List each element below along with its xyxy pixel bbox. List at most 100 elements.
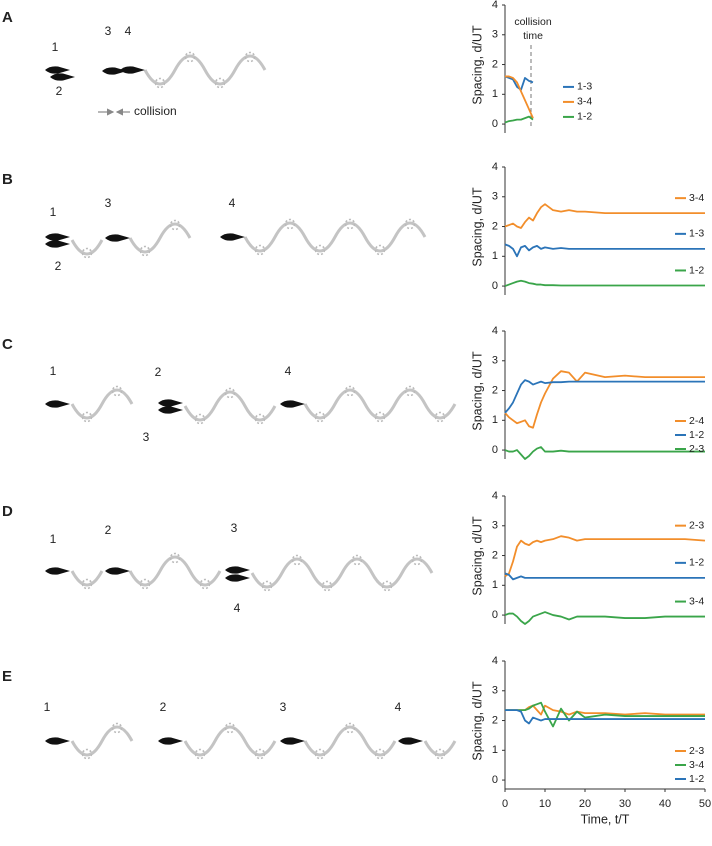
panel-letter: A: [2, 9, 13, 26]
wake: [70, 239, 104, 256]
x-tick-label: 30: [619, 798, 631, 810]
swimmer-label: 3: [231, 521, 238, 535]
wake: [183, 725, 277, 757]
vortex: [111, 385, 123, 397]
legend-label: 1-2: [689, 429, 704, 441]
wake: [250, 557, 434, 589]
y-axis-label: Spacing, d/UT: [470, 187, 484, 267]
legend-label: 1-2: [689, 264, 704, 276]
x-axis-label: Time, t/T: [581, 812, 630, 826]
y-tick-label: 1: [492, 250, 498, 262]
swimmer-body: [45, 233, 70, 241]
vortex: [404, 218, 416, 230]
y-tick-label: 3: [492, 355, 498, 367]
wake: [243, 221, 427, 253]
panel-letter: B: [2, 171, 13, 188]
y-tick-label: 4: [492, 655, 498, 667]
x-tick-label: 0: [502, 798, 508, 810]
y-tick-label: 1: [492, 414, 498, 426]
swimmer-label: 4: [125, 24, 132, 38]
x-tick-label: 10: [539, 798, 551, 810]
vortex: [199, 578, 211, 590]
vortex: [81, 748, 93, 760]
swimmer-label: 1: [44, 700, 51, 714]
vortex: [374, 411, 386, 423]
legend-label: 3-4: [689, 595, 704, 607]
swimmer-label: 1: [50, 205, 57, 219]
wake: [303, 388, 457, 420]
y-tick-label: 4: [492, 490, 498, 502]
legend-label: 3-4: [689, 759, 704, 771]
swimmer-body: [158, 737, 183, 745]
panel-letter: C: [2, 336, 13, 353]
vortex: [314, 411, 326, 423]
vortex: [254, 413, 266, 425]
y-tick-label: 2: [492, 549, 498, 561]
series-line: [504, 115, 534, 124]
swimmer-body: [158, 406, 183, 414]
vortex: [411, 554, 423, 566]
swimmer-label: 2: [160, 700, 167, 714]
vortex: [344, 722, 356, 734]
vortex: [314, 748, 326, 760]
swimmer-label: 2: [55, 259, 62, 273]
wake: [303, 725, 397, 757]
vortex: [351, 554, 363, 566]
wake: [128, 555, 222, 587]
vortex: [81, 411, 93, 423]
series-line: [504, 446, 705, 460]
swimmer-label: 4: [395, 700, 402, 714]
vortex: [374, 244, 386, 256]
y-tick-label: 1: [492, 579, 498, 591]
y-axis-label: Spacing, d/UT: [470, 25, 484, 105]
legend-label: 3-4: [577, 96, 592, 108]
vortex: [194, 748, 206, 760]
vortex: [261, 580, 273, 592]
wake: [70, 570, 104, 587]
wake: [183, 390, 277, 422]
y-tick-label: 0: [492, 609, 498, 621]
legend-label: 1-3: [577, 81, 592, 93]
series-line: [504, 572, 705, 581]
vortex: [169, 552, 181, 564]
series-line: [505, 75, 534, 119]
vortex: [254, 748, 266, 760]
vortex: [314, 244, 326, 256]
vortex: [291, 554, 303, 566]
y-tick-label: 3: [492, 685, 498, 697]
swimmer-body: [398, 737, 423, 745]
y-tick-label: 1: [492, 744, 498, 756]
legend-label: 1-2: [577, 111, 592, 123]
wake: [423, 740, 457, 757]
y-tick-label: 2: [492, 714, 498, 726]
swimmer-body: [220, 233, 245, 241]
vortex: [184, 51, 196, 63]
y-tick-label: 3: [492, 520, 498, 532]
swimmer-body: [45, 66, 70, 74]
swimmer-label: 4: [229, 196, 236, 210]
swimmer-label: 1: [52, 40, 59, 54]
y-tick-label: 2: [492, 220, 498, 232]
vortex: [381, 580, 393, 592]
panel-letter: D: [2, 503, 13, 520]
legend-label: 2-3: [689, 519, 704, 531]
legend-label: 3-4: [689, 192, 704, 204]
y-tick-label: 0: [492, 444, 498, 456]
swimmer-body: [225, 566, 250, 574]
y-axis-label: Spacing, d/UT: [470, 516, 484, 596]
y-tick-label: 4: [492, 0, 498, 11]
vortex: [194, 413, 206, 425]
collision-label: collision: [134, 104, 177, 118]
legend-label: 2-3: [689, 745, 704, 757]
swimmer-body: [45, 400, 70, 408]
swimmer-label: 3: [105, 196, 112, 210]
series-line: [504, 535, 706, 578]
y-tick-label: 3: [492, 29, 498, 41]
series-line: [505, 704, 705, 716]
swimmer-body: [225, 574, 250, 582]
y-tick-label: 2: [492, 58, 498, 70]
vortex: [344, 385, 356, 397]
swimmer-body: [280, 737, 305, 745]
